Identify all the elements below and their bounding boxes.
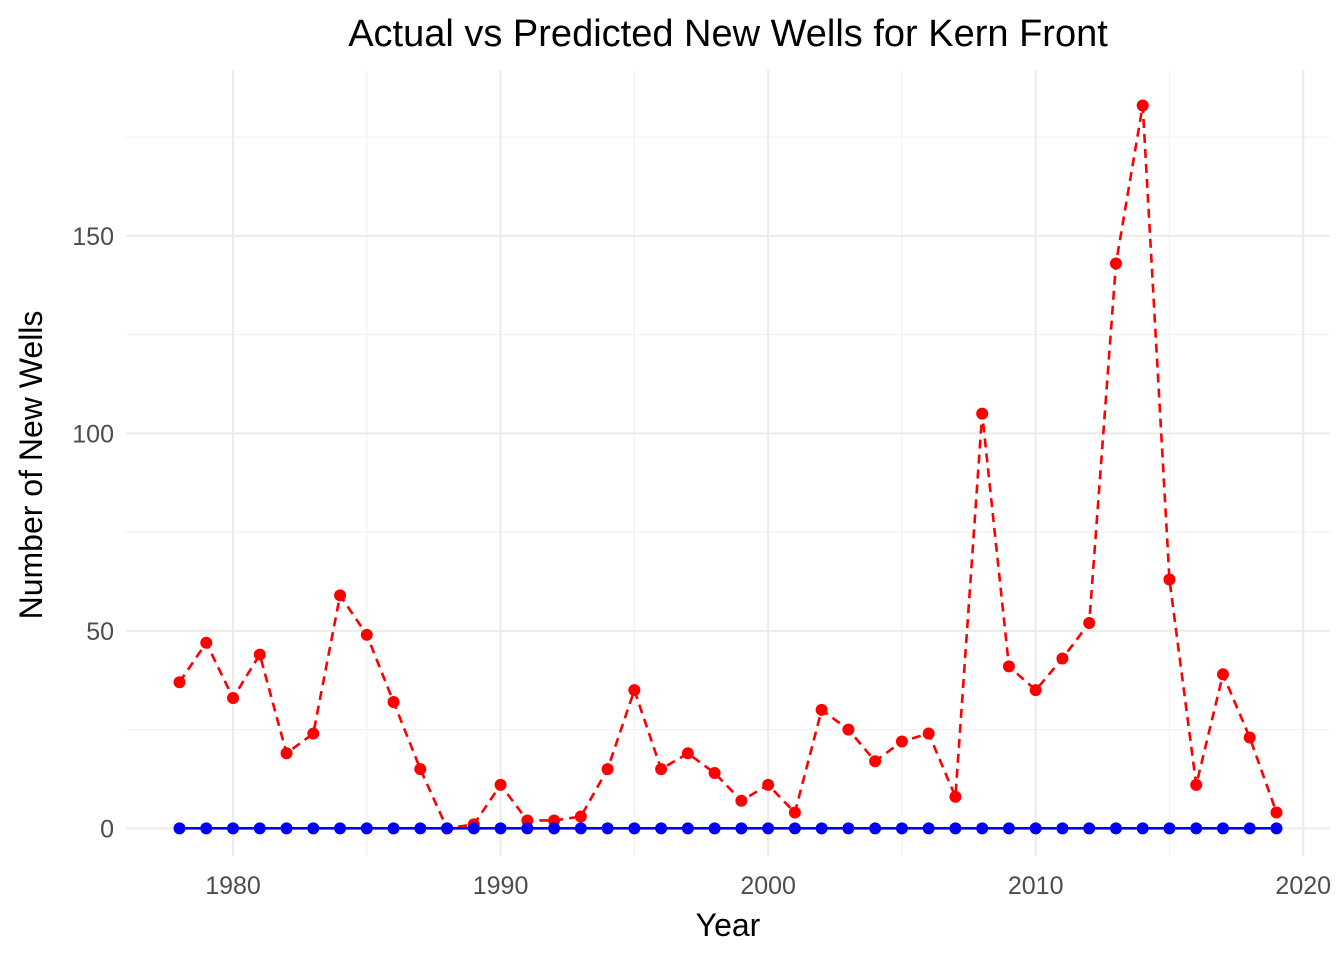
data-point bbox=[173, 676, 186, 689]
data-point bbox=[735, 822, 748, 835]
data-point bbox=[842, 723, 855, 736]
data-point bbox=[1029, 684, 1042, 697]
data-point bbox=[788, 822, 801, 835]
data-point bbox=[655, 822, 668, 835]
data-point bbox=[1243, 731, 1256, 744]
data-point bbox=[655, 763, 668, 776]
data-point bbox=[1163, 573, 1176, 586]
data-point bbox=[1002, 822, 1015, 835]
data-point bbox=[601, 763, 614, 776]
data-point bbox=[467, 822, 480, 835]
data-point bbox=[307, 822, 320, 835]
data-point bbox=[1190, 822, 1203, 835]
y-tick-label: 50 bbox=[86, 618, 114, 646]
x-tick-label: 2010 bbox=[1008, 872, 1064, 900]
data-point bbox=[949, 790, 962, 803]
data-point bbox=[1029, 822, 1042, 835]
data-point bbox=[681, 747, 694, 760]
data-point bbox=[441, 822, 454, 835]
data-point bbox=[574, 810, 587, 823]
data-point bbox=[1136, 99, 1149, 112]
data-point bbox=[173, 822, 186, 835]
data-point bbox=[387, 695, 400, 708]
data-point bbox=[628, 822, 641, 835]
tick-labels: 1980 1990 2000 2010 2020 0 50 100 150 bbox=[72, 223, 1331, 900]
data-point bbox=[360, 628, 373, 641]
series-layer bbox=[173, 99, 1283, 835]
data-point bbox=[521, 822, 534, 835]
data-point bbox=[815, 822, 828, 835]
data-point bbox=[200, 636, 213, 649]
data-point bbox=[280, 822, 293, 835]
data-point bbox=[922, 822, 935, 835]
data-point bbox=[922, 727, 935, 740]
data-point bbox=[708, 767, 721, 780]
data-point bbox=[869, 822, 882, 835]
data-point bbox=[334, 822, 347, 835]
data-point bbox=[1083, 616, 1096, 629]
data-point bbox=[387, 822, 400, 835]
data-point bbox=[1083, 822, 1096, 835]
data-point bbox=[200, 822, 213, 835]
data-point bbox=[1109, 257, 1122, 270]
data-point bbox=[253, 648, 266, 661]
data-point bbox=[681, 822, 694, 835]
series-line bbox=[178, 104, 1278, 830]
chart-title: Actual vs Predicted New Wells for Kern F… bbox=[348, 13, 1108, 55]
data-point bbox=[708, 822, 721, 835]
data-point bbox=[414, 822, 427, 835]
data-point bbox=[574, 822, 587, 835]
data-point bbox=[1270, 822, 1283, 835]
data-point bbox=[360, 822, 373, 835]
data-point bbox=[307, 727, 320, 740]
data-point bbox=[976, 822, 989, 835]
data-point bbox=[895, 822, 908, 835]
data-point bbox=[1190, 778, 1203, 791]
data-point bbox=[1136, 822, 1149, 835]
data-point bbox=[976, 407, 989, 420]
data-point bbox=[1109, 822, 1122, 835]
data-point bbox=[788, 806, 801, 819]
data-point bbox=[1002, 660, 1015, 673]
data-point bbox=[735, 794, 748, 807]
data-point bbox=[253, 822, 266, 835]
data-point bbox=[494, 822, 507, 835]
data-point bbox=[815, 703, 828, 716]
data-point bbox=[601, 822, 614, 835]
series-2 bbox=[173, 822, 1283, 835]
data-point bbox=[1216, 668, 1229, 681]
series-1 bbox=[173, 99, 1283, 835]
data-point bbox=[762, 778, 775, 791]
data-point bbox=[548, 822, 561, 835]
y-axis-title: Number of New Wells bbox=[13, 311, 49, 620]
data-point bbox=[414, 763, 427, 776]
x-tick-label: 2020 bbox=[1275, 872, 1331, 900]
data-point bbox=[842, 822, 855, 835]
x-axis-title: Year bbox=[696, 907, 761, 943]
y-tick-label: 0 bbox=[100, 815, 114, 843]
data-point bbox=[1056, 652, 1069, 665]
data-point bbox=[227, 822, 240, 835]
data-point bbox=[280, 747, 293, 760]
data-point bbox=[949, 822, 962, 835]
x-tick-label: 1990 bbox=[473, 872, 529, 900]
data-point bbox=[227, 692, 240, 705]
data-point bbox=[869, 755, 882, 768]
data-point bbox=[895, 735, 908, 748]
data-point bbox=[494, 778, 507, 791]
data-point bbox=[628, 684, 641, 697]
data-point bbox=[1243, 822, 1256, 835]
data-point bbox=[762, 822, 775, 835]
data-point bbox=[334, 589, 347, 602]
data-point bbox=[1163, 822, 1176, 835]
data-point bbox=[1270, 806, 1283, 819]
y-tick-label: 150 bbox=[72, 223, 114, 251]
x-tick-label: 2000 bbox=[740, 872, 796, 900]
x-tick-label: 1980 bbox=[205, 872, 261, 900]
y-tick-label: 100 bbox=[72, 420, 114, 448]
data-point bbox=[1056, 822, 1069, 835]
data-point bbox=[1216, 822, 1229, 835]
